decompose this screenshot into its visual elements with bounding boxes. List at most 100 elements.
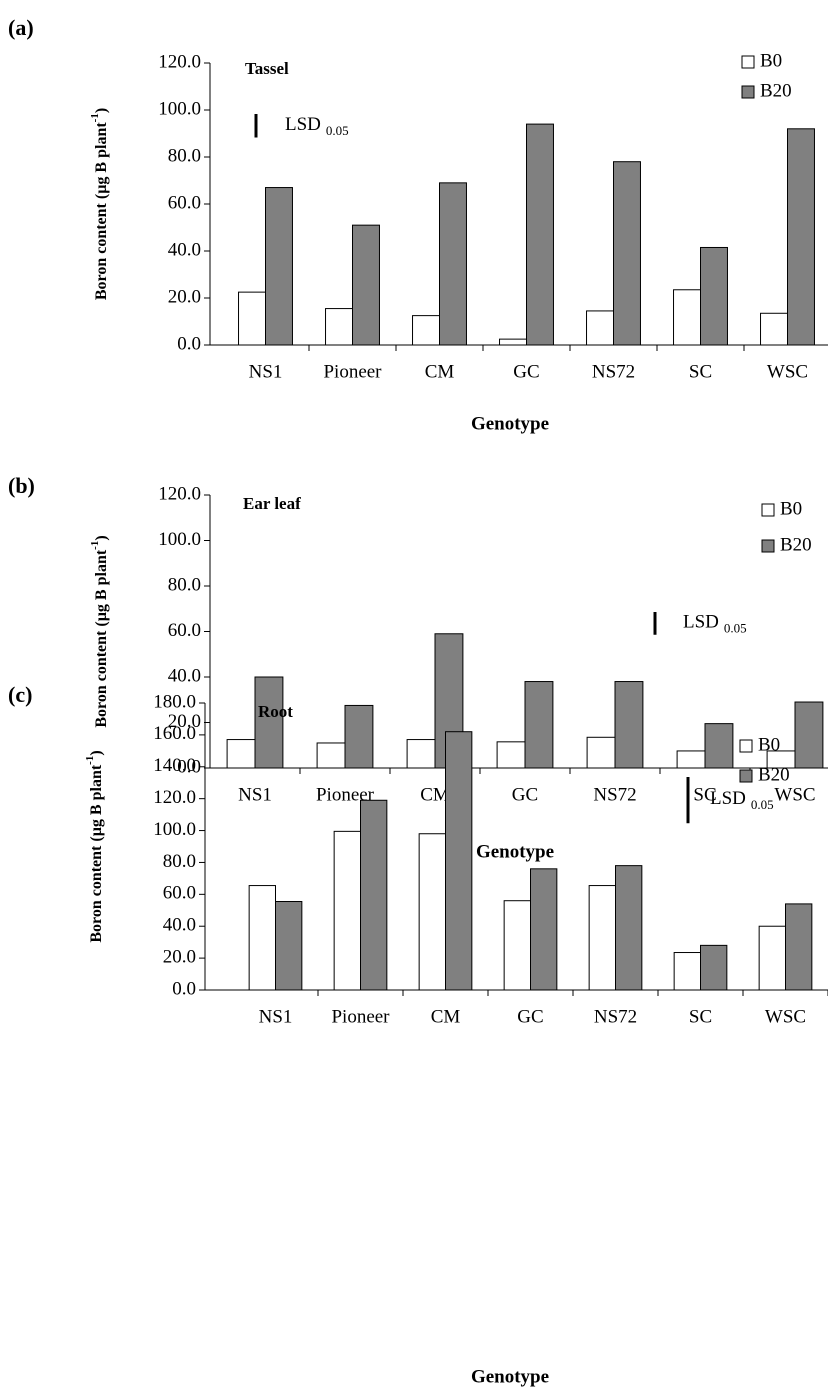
x-tick-label: CM (425, 361, 455, 382)
y-tick-label: 60.0 (168, 192, 201, 213)
x-axis-label: Genotype (471, 413, 549, 434)
legend-label: B0 (760, 50, 782, 71)
bar (588, 885, 617, 991)
bar (496, 741, 526, 769)
bar (265, 187, 293, 346)
x-tick-label: NS72 (592, 361, 635, 382)
y-tick-label: 20.0 (168, 711, 201, 732)
legend-swatch (761, 539, 775, 553)
bar (499, 338, 527, 346)
x-tick-label: NS72 (594, 1006, 637, 1027)
y-tick-label: 100.0 (153, 819, 196, 840)
bar (673, 289, 702, 346)
y-label-main: Boron content (µg B plant (93, 549, 110, 728)
bar (526, 123, 554, 346)
chart-title: Ear leaf (243, 494, 301, 513)
y-tick-label: 100.0 (158, 98, 201, 119)
y-label-end: ) (93, 535, 110, 540)
bar (439, 182, 467, 346)
x-tick-label: WSC (774, 784, 815, 805)
bar (248, 885, 276, 991)
legend-swatch (741, 85, 755, 99)
x-tick-label: NS1 (238, 784, 272, 805)
chart-title: Root (258, 702, 293, 721)
chart-title: Tassel (245, 59, 289, 78)
legend-swatch (761, 503, 775, 517)
x-tick-label: GC (512, 784, 538, 805)
y-tick-label: 100.0 (158, 529, 201, 550)
x-tick-label: NS72 (593, 784, 636, 805)
y-tick-label: 80.0 (163, 851, 196, 872)
y-tick-label: 160.0 (153, 723, 196, 744)
bar (524, 681, 554, 769)
bar (676, 750, 706, 769)
y-tick-label: 0.0 (177, 756, 201, 777)
lsd-label: LSD 0.05 (710, 788, 774, 812)
y-tick-label: 40.0 (168, 239, 201, 260)
x-tick-label: Pioneer (323, 361, 382, 382)
legend-swatch (741, 55, 755, 69)
y-label-end: ) (93, 108, 110, 113)
bar (344, 704, 374, 769)
legend-label: B0 (780, 498, 802, 519)
x-axis-label: Genotype (471, 1366, 549, 1387)
bar (615, 865, 643, 991)
bar (418, 833, 446, 991)
x-tick-label: NS1 (249, 361, 283, 382)
x-tick-label: Pioneer (331, 1006, 390, 1027)
y-tick-label: 120.0 (158, 51, 201, 72)
y-label-main: Boron content (µg B plant (88, 764, 105, 943)
panel-label: (c) (8, 682, 32, 707)
legend-label: B0 (758, 734, 780, 755)
bar (275, 901, 303, 991)
x-tick-label: SC (689, 361, 712, 382)
bar (445, 731, 473, 991)
legend-swatch (739, 739, 753, 753)
y-label-main: Boron content (µg B plant (93, 122, 110, 301)
legend-label: B20 (780, 534, 812, 555)
y-tick-label: 40.0 (163, 915, 196, 936)
bar (360, 799, 388, 991)
bar (785, 903, 813, 991)
x-tick-label: GC (513, 361, 539, 382)
lsd-text: LSD (683, 612, 719, 633)
lsd-label: LSD 0.05 (683, 612, 747, 636)
lsd-text: LSD (285, 114, 321, 135)
bar (325, 308, 353, 346)
bar (794, 701, 824, 769)
lsd-subscript: 0.05 (751, 797, 774, 812)
lsd-subscript: 0.05 (724, 620, 747, 635)
y-label-sup: -1 (89, 113, 101, 122)
x-tick-label: WSC (765, 1006, 806, 1027)
x-tick-label: CM (420, 784, 450, 805)
y-tick-label: 80.0 (168, 574, 201, 595)
bar (406, 739, 436, 769)
bar (503, 900, 531, 991)
lsd-text: LSD (710, 788, 746, 809)
legend-swatch (739, 769, 753, 783)
y-tick-label: 60.0 (168, 620, 201, 641)
x-tick-label: SC (689, 1006, 712, 1027)
bar (760, 312, 789, 346)
x-tick-label: SC (693, 784, 716, 805)
bar (226, 739, 256, 769)
panel-label: (b) (8, 473, 35, 498)
lsd-subscript: 0.05 (326, 123, 349, 138)
y-tick-label: 0.0 (177, 333, 201, 354)
bar (586, 310, 615, 346)
x-tick-label: CM (431, 1006, 461, 1027)
y-tick-label: 80.0 (168, 145, 201, 166)
panel-label: (a) (8, 15, 34, 40)
bar (254, 676, 284, 769)
y-tick-label: 180.0 (153, 691, 196, 712)
y-tick-label: 20.0 (163, 946, 196, 967)
x-tick-label: WSC (767, 361, 808, 382)
lsd-label: LSD 0.05 (285, 114, 349, 138)
bar (412, 315, 440, 346)
bar (613, 161, 641, 346)
y-label-end: ) (88, 750, 105, 755)
y-tick-label: 20.0 (168, 286, 201, 307)
legend-label: B20 (760, 80, 792, 101)
bar (787, 128, 815, 346)
